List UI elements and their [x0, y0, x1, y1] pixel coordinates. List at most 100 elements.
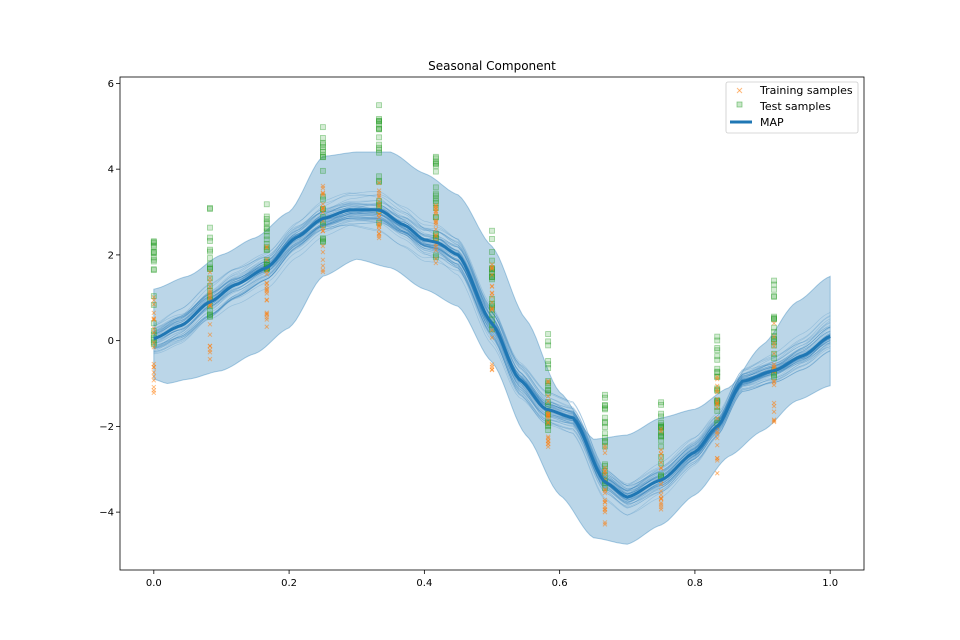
- training-sample-stroke: [207, 279, 213, 285]
- training-sample-point: [714, 429, 720, 435]
- training-sample-stroke: [320, 257, 326, 263]
- test-sample-point: [714, 407, 721, 414]
- test-sample-point: [602, 434, 608, 441]
- training-sample-point: [489, 293, 495, 299]
- test-sample-point: [545, 382, 552, 389]
- training-sample-stroke: [264, 271, 270, 277]
- training-sample-point: [264, 311, 270, 317]
- training-sample-stroke: [714, 387, 720, 393]
- test-sample-point: [432, 254, 439, 261]
- training-sample-point: [714, 400, 720, 405]
- training-sample-point: [714, 415, 720, 421]
- test-sample-point: [771, 286, 777, 293]
- training-sample-stroke: [433, 260, 439, 266]
- training-sample-point: [151, 377, 157, 383]
- test-sample-point: [658, 401, 664, 408]
- training-sample-point: [264, 284, 270, 289]
- test-sample-point: [771, 374, 777, 381]
- test-sample-point: [771, 281, 777, 288]
- training-sample-point: [264, 257, 270, 262]
- training-sample-stroke: [658, 492, 664, 498]
- training-sample-stroke: [320, 249, 326, 255]
- training-sample-stroke: [771, 320, 777, 326]
- uncertainty-band-layer: [153, 151, 831, 545]
- test-sample-point: [376, 144, 382, 151]
- training-sample-point: [433, 260, 439, 266]
- test-sample-point: [545, 361, 552, 368]
- test-sample-point: [150, 293, 157, 300]
- training-sample-stroke: [489, 327, 495, 333]
- posterior-sample-line: [153, 217, 831, 488]
- training-sample-point: [320, 201, 326, 207]
- training-sample-point: [771, 400, 777, 406]
- training-sample-point: [151, 374, 157, 379]
- posterior-sample-line: [153, 202, 831, 501]
- test-sample-point: [432, 198, 439, 204]
- test-sample-point: [545, 427, 552, 434]
- test-sample-point: [432, 192, 439, 199]
- training-sample-point: [376, 180, 382, 186]
- training-sample-stroke: [151, 344, 157, 350]
- test-sample-point: [320, 167, 326, 174]
- training-sample-point: [376, 220, 382, 226]
- test-sample-point: [207, 234, 213, 241]
- training-sample-stroke: [264, 284, 270, 289]
- training-sample-point: [771, 409, 777, 415]
- test-sample-point: [263, 216, 270, 222]
- test-sample-point: [602, 414, 608, 421]
- training-sample-stroke: [714, 401, 720, 407]
- test-sample-point: [376, 102, 382, 109]
- test-sample-point: [207, 282, 213, 289]
- training-sample-stroke: [545, 378, 551, 384]
- training-sample-point: [151, 388, 157, 393]
- test-sample-point: [320, 152, 326, 159]
- training-sample-point: [264, 324, 270, 330]
- plot-area: [150, 102, 831, 545]
- test-sample-point: [771, 315, 777, 322]
- legend-training-marker: [736, 87, 743, 94]
- training-sample-point: [320, 249, 326, 255]
- test-sample-point: [602, 472, 608, 479]
- test-sample-point: [658, 424, 664, 431]
- training-sample-stroke: [320, 243, 326, 249]
- test-sample-point: [207, 265, 213, 272]
- test-sample-point: [376, 179, 382, 185]
- training-sample-stroke: [320, 263, 326, 269]
- test-sample-point: [320, 154, 326, 160]
- training-sample-point: [433, 226, 439, 232]
- test-sample-point: [432, 153, 439, 160]
- test-sample-point: [658, 419, 664, 426]
- training-sample-point: [545, 441, 551, 447]
- test-sample-point: [602, 402, 608, 409]
- x-axis: 0.0 0.2 0.4 0.6 0.8 1.0: [146, 570, 838, 589]
- test-sample-point: [602, 418, 608, 425]
- training-sample-stroke: [433, 226, 439, 232]
- training-sample-point: [151, 364, 157, 370]
- training-sample-point: [714, 455, 720, 461]
- training-sample-point: [602, 446, 608, 451]
- training-sample-point: [320, 191, 326, 196]
- training-sample-stroke: [658, 496, 664, 502]
- training-sample-point: [545, 434, 551, 440]
- training-sample-stroke: [602, 465, 608, 471]
- training-sample-stroke: [771, 334, 777, 339]
- training-sample-stroke: [545, 393, 551, 399]
- test-sample-point: [207, 255, 213, 262]
- test-sample-point: [376, 118, 382, 125]
- training-sample-point: [433, 217, 439, 223]
- training-sample-stroke: [545, 419, 551, 425]
- posterior-sample-line: [153, 220, 831, 487]
- training-sample-stroke: [545, 398, 551, 404]
- training-sample-point: [714, 405, 720, 410]
- x-tick-label: 0.8: [687, 578, 703, 589]
- training-sample-stroke: [264, 310, 270, 316]
- test-sample-point: [376, 118, 382, 125]
- test-sample-point: [771, 324, 777, 331]
- training-sample-stroke: [771, 378, 777, 384]
- training-sample-point: [376, 231, 382, 237]
- training-sample-point: [151, 294, 157, 300]
- training-sample-point: [320, 257, 326, 263]
- training-sample-point: [602, 497, 608, 503]
- training-sample-stroke: [151, 326, 157, 331]
- training-sample-stroke: [264, 324, 270, 330]
